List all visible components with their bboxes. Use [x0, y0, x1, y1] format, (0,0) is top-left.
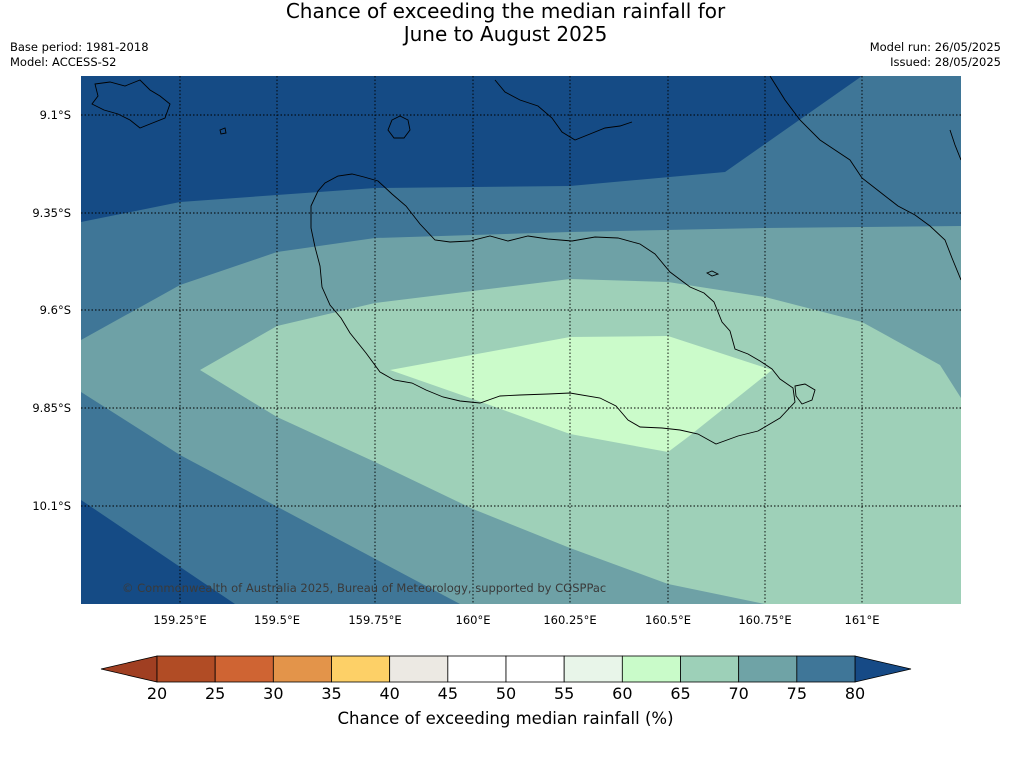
colorbar-bin — [447, 655, 507, 683]
colorbar-tick-label: 55 — [554, 684, 574, 703]
issued-date: Issued: 28/05/2025 — [890, 55, 1001, 69]
lon-tick-label: 159.25°E — [153, 613, 206, 627]
lat-tick-label: 9.85°S — [32, 401, 71, 415]
coastline — [91, 76, 961, 445]
contour-band-65 — [200, 279, 961, 604]
colorbar-tick-label: 65 — [670, 684, 690, 703]
lat-tick-label: 9.35°S — [32, 206, 71, 220]
title-line-2: June to August 2025 — [403, 22, 608, 46]
model-run: Model run: 26/05/2025 — [869, 40, 1001, 54]
colorbar-bin — [680, 655, 740, 683]
colorbar-tick-label: 70 — [728, 684, 748, 703]
coastline-east-edge — [949, 129, 961, 161]
colorbar-tick-label: 60 — [612, 684, 632, 703]
colorbar-tick-label: 50 — [496, 684, 516, 703]
lon-tick-label: 159.75°E — [348, 613, 401, 627]
colorbar-tick-label: 25 — [205, 684, 225, 703]
colorbar-tick-label: 45 — [438, 684, 458, 703]
lat-tick-label: 9.1°S — [40, 108, 71, 122]
lon-tick-label: 160.75°E — [738, 613, 791, 627]
coastline-savo — [387, 115, 411, 139]
map-title: Chance of exceeding the median rainfall … — [0, 0, 1011, 46]
map-area: © Commonwealth of Australia 2025, Bureau… — [81, 76, 961, 604]
longitude-labels: 159.25°E 159.5°E 159.75°E 160°E 160.25°E 160.… — [153, 613, 879, 627]
colorbar-bin — [738, 655, 798, 683]
colorbar-tick-label: 75 — [787, 684, 807, 703]
base-period: Base period: 1981-2018 — [10, 40, 149, 54]
lon-tick-label: 160°E — [456, 613, 491, 627]
lat-tick-label: 9.6°S — [40, 303, 71, 317]
colorbar-bin — [331, 655, 391, 683]
lon-tick-label: 160.25°E — [543, 613, 596, 627]
colorbar-tick-label: 80 — [845, 684, 865, 703]
coastline-islet-east — [705, 270, 720, 277]
colorbar-bin — [214, 655, 274, 683]
colorbar-bin — [505, 655, 565, 683]
coastline-florida-islands — [91, 79, 171, 129]
lon-tick-label: 161°E — [845, 613, 880, 627]
colorbar-bin — [156, 655, 216, 683]
coastline-north-islets — [494, 79, 633, 141]
lon-tick-label: 160.5°E — [645, 613, 691, 627]
coastline-malaita — [769, 76, 961, 281]
contour-band-60 — [390, 336, 772, 452]
colorbar-tick-label: 30 — [263, 684, 283, 703]
title-line-1: Chance of exceeding the median rainfall … — [285, 0, 726, 23]
colorbar-bin — [796, 655, 856, 683]
colorbar-tick-label: 20 — [147, 684, 167, 703]
colorbar-tick-label: 35 — [321, 684, 341, 703]
lat-tick-label: 10.1°S — [32, 499, 71, 513]
model-name: Model: ACCESS-S2 — [10, 55, 117, 69]
colorbar-bin — [272, 655, 332, 683]
colorbar-bin — [563, 655, 623, 683]
colorbar-above-extend — [854, 655, 912, 683]
colorbar-below-extend — [100, 655, 158, 683]
copyright-notice: © Commonwealth of Australia 2025, Bureau… — [122, 581, 606, 595]
coastline-guadalcanal — [310, 173, 796, 445]
coastline-small-islet — [219, 127, 227, 135]
meta-right: Model run: 26/05/2025 Issued: 28/05/2025 — [870, 40, 1001, 70]
coastline-marau — [794, 383, 816, 405]
colorbar-bin — [389, 655, 449, 683]
latitude-labels: 9.1°S 9.35°S 9.6°S 9.85°S 10.1°S — [32, 108, 71, 513]
meta-left: Base period: 1981-2018 Model: ACCESS-S2 — [10, 40, 149, 70]
lon-tick-label: 159.5°E — [254, 613, 300, 627]
colorbar-bin — [621, 655, 681, 683]
colorbar-label: Chance of exceeding median rainfall (%) — [337, 709, 674, 728]
colorbar-tick-label: 40 — [379, 684, 399, 703]
gridlines — [81, 76, 961, 604]
colorbar: 20 25 30 35 40 45 50 55 60 65 70 75 80 — [100, 655, 912, 703]
